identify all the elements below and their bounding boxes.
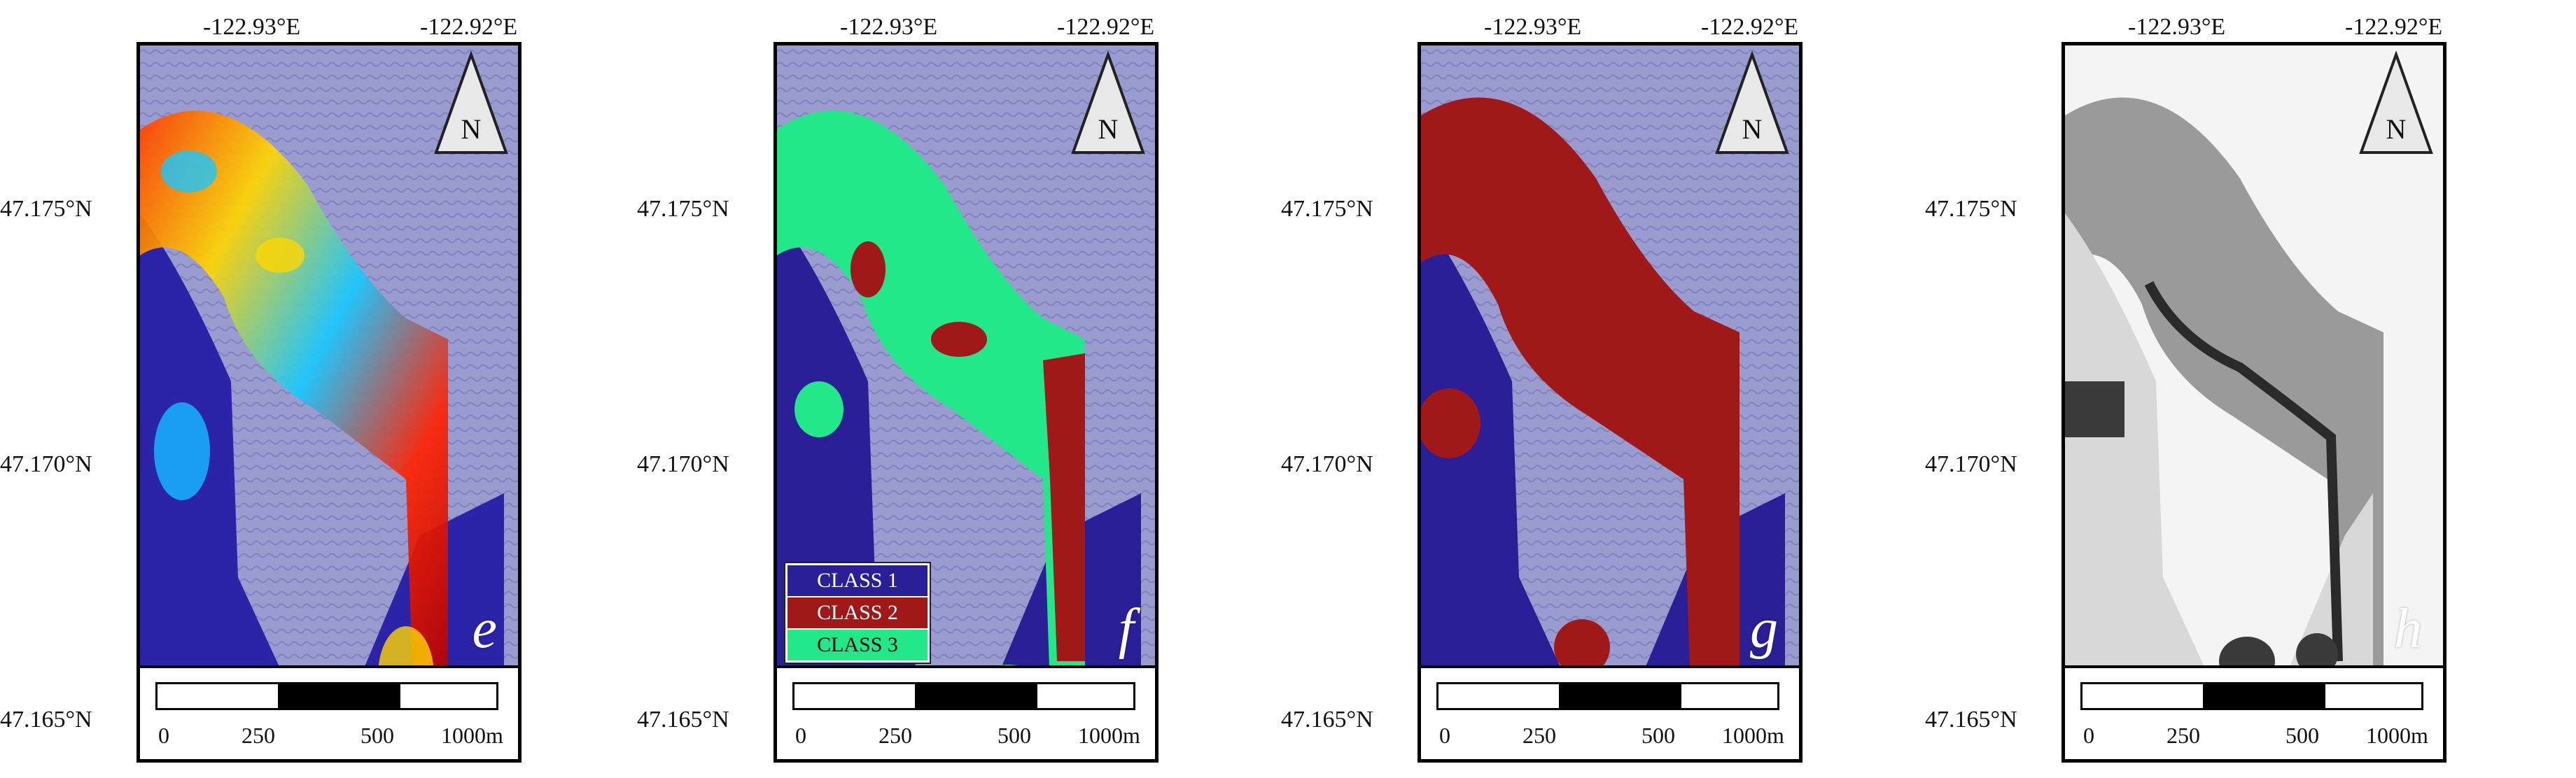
lat-label-top: 47.175°N xyxy=(1925,196,2017,222)
map-panel-e: -122.93°E -122.92°E 47.175°N 47.170°N 47… xyxy=(0,0,532,778)
panel-letter: f xyxy=(1118,598,1134,660)
map-panel-f: -122.93°E -122.92°E 47.175°N 47.170°N 47… xyxy=(637,0,1169,778)
lon-label-right: -122.92°E xyxy=(2345,14,2443,40)
scale-bar: 0 250 500 1000m xyxy=(2065,665,2443,759)
map-panel-g: -122.93°E -122.92°E 47.175°N 47.170°N 47… xyxy=(1281,0,1813,778)
scale-tick-500: 500 xyxy=(2286,723,2319,748)
map-image xyxy=(1421,45,1799,759)
scale-tick-0: 0 xyxy=(158,723,169,748)
north-arrow: N xyxy=(433,51,510,156)
map-image xyxy=(2065,45,2443,759)
svg-text:N: N xyxy=(1742,113,1763,145)
lon-label-right: -122.92°E xyxy=(420,14,518,40)
scale-tick-0: 0 xyxy=(1439,723,1450,748)
legend-item-class2: CLASS 2 xyxy=(788,597,927,630)
lat-label-top: 47.175°N xyxy=(637,196,729,222)
scale-tick-1000: 1000m xyxy=(441,723,503,748)
north-arrow: N xyxy=(1070,51,1147,156)
lat-label-bottom: 47.165°N xyxy=(1281,707,1373,733)
north-arrow: N xyxy=(1714,51,1791,156)
map-frame: N CLASS 1 CLASS 2 CLASS 3 f 0 250 500 10… xyxy=(774,42,1158,763)
legend-item-class3: CLASS 3 xyxy=(788,630,927,660)
lat-label-mid: 47.170°N xyxy=(1281,451,1373,477)
scale-tick-1000: 1000m xyxy=(2366,723,2428,748)
panel-letter: e xyxy=(472,598,497,660)
lat-label-top: 47.175°N xyxy=(0,196,92,222)
scale-tick-250: 250 xyxy=(1522,723,1556,748)
lon-label-left: -122.93°E xyxy=(840,14,938,40)
lon-label-left: -122.93°E xyxy=(2128,14,2226,40)
scale-tick-500: 500 xyxy=(997,723,1031,748)
scale-tick-1000: 1000m xyxy=(1078,723,1140,748)
legend-item-class1: CLASS 1 xyxy=(788,565,927,597)
map-frame: N e 0 250 500 1000m xyxy=(136,42,522,763)
scale-tick-500: 500 xyxy=(360,723,394,748)
scale-bar: 0 250 500 1000m xyxy=(777,665,1155,759)
lat-label-mid: 47.170°N xyxy=(1925,451,2017,477)
scale-tick-250: 250 xyxy=(241,723,275,748)
lat-label-top: 47.175°N xyxy=(1281,196,1373,222)
map-panel-h: -122.93°E -122.92°E 47.175°N 47.170°N 47… xyxy=(1925,0,2457,778)
scale-tick-250: 250 xyxy=(2166,723,2200,748)
lon-label-right: -122.92°E xyxy=(1701,14,1799,40)
lat-label-bottom: 47.165°N xyxy=(1925,707,2017,733)
lon-label-left: -122.93°E xyxy=(203,14,301,40)
scale-tick-0: 0 xyxy=(795,723,806,748)
lat-label-bottom: 47.165°N xyxy=(0,707,92,733)
scale-tick-250: 250 xyxy=(878,723,912,748)
map-frame: N g 0 250 500 1000m xyxy=(1418,42,1802,763)
svg-text:N: N xyxy=(1098,113,1119,145)
north-arrow: N xyxy=(2358,51,2435,156)
scale-tick-1000: 1000m xyxy=(1722,723,1784,748)
map-frame: N h 0 250 500 1000m xyxy=(2062,42,2446,763)
scale-tick-0: 0 xyxy=(2083,723,2094,748)
panel-letter: g xyxy=(1750,598,1778,660)
panel-letter: h xyxy=(2394,598,2422,660)
lon-label-left: -122.93°E xyxy=(1484,14,1582,40)
lat-label-bottom: 47.165°N xyxy=(637,707,729,733)
scale-bar: 0 250 500 1000m xyxy=(140,665,518,759)
scale-tick-500: 500 xyxy=(1642,723,1675,748)
class-legend: CLASS 1 CLASS 2 CLASS 3 xyxy=(785,563,930,663)
lon-label-right: -122.92°E xyxy=(1057,14,1155,40)
scale-bar: 0 250 500 1000m xyxy=(1421,665,1799,759)
svg-text:N: N xyxy=(2386,113,2407,145)
svg-text:N: N xyxy=(461,113,482,145)
lat-label-mid: 47.170°N xyxy=(0,451,92,477)
lat-label-mid: 47.170°N xyxy=(637,451,729,477)
